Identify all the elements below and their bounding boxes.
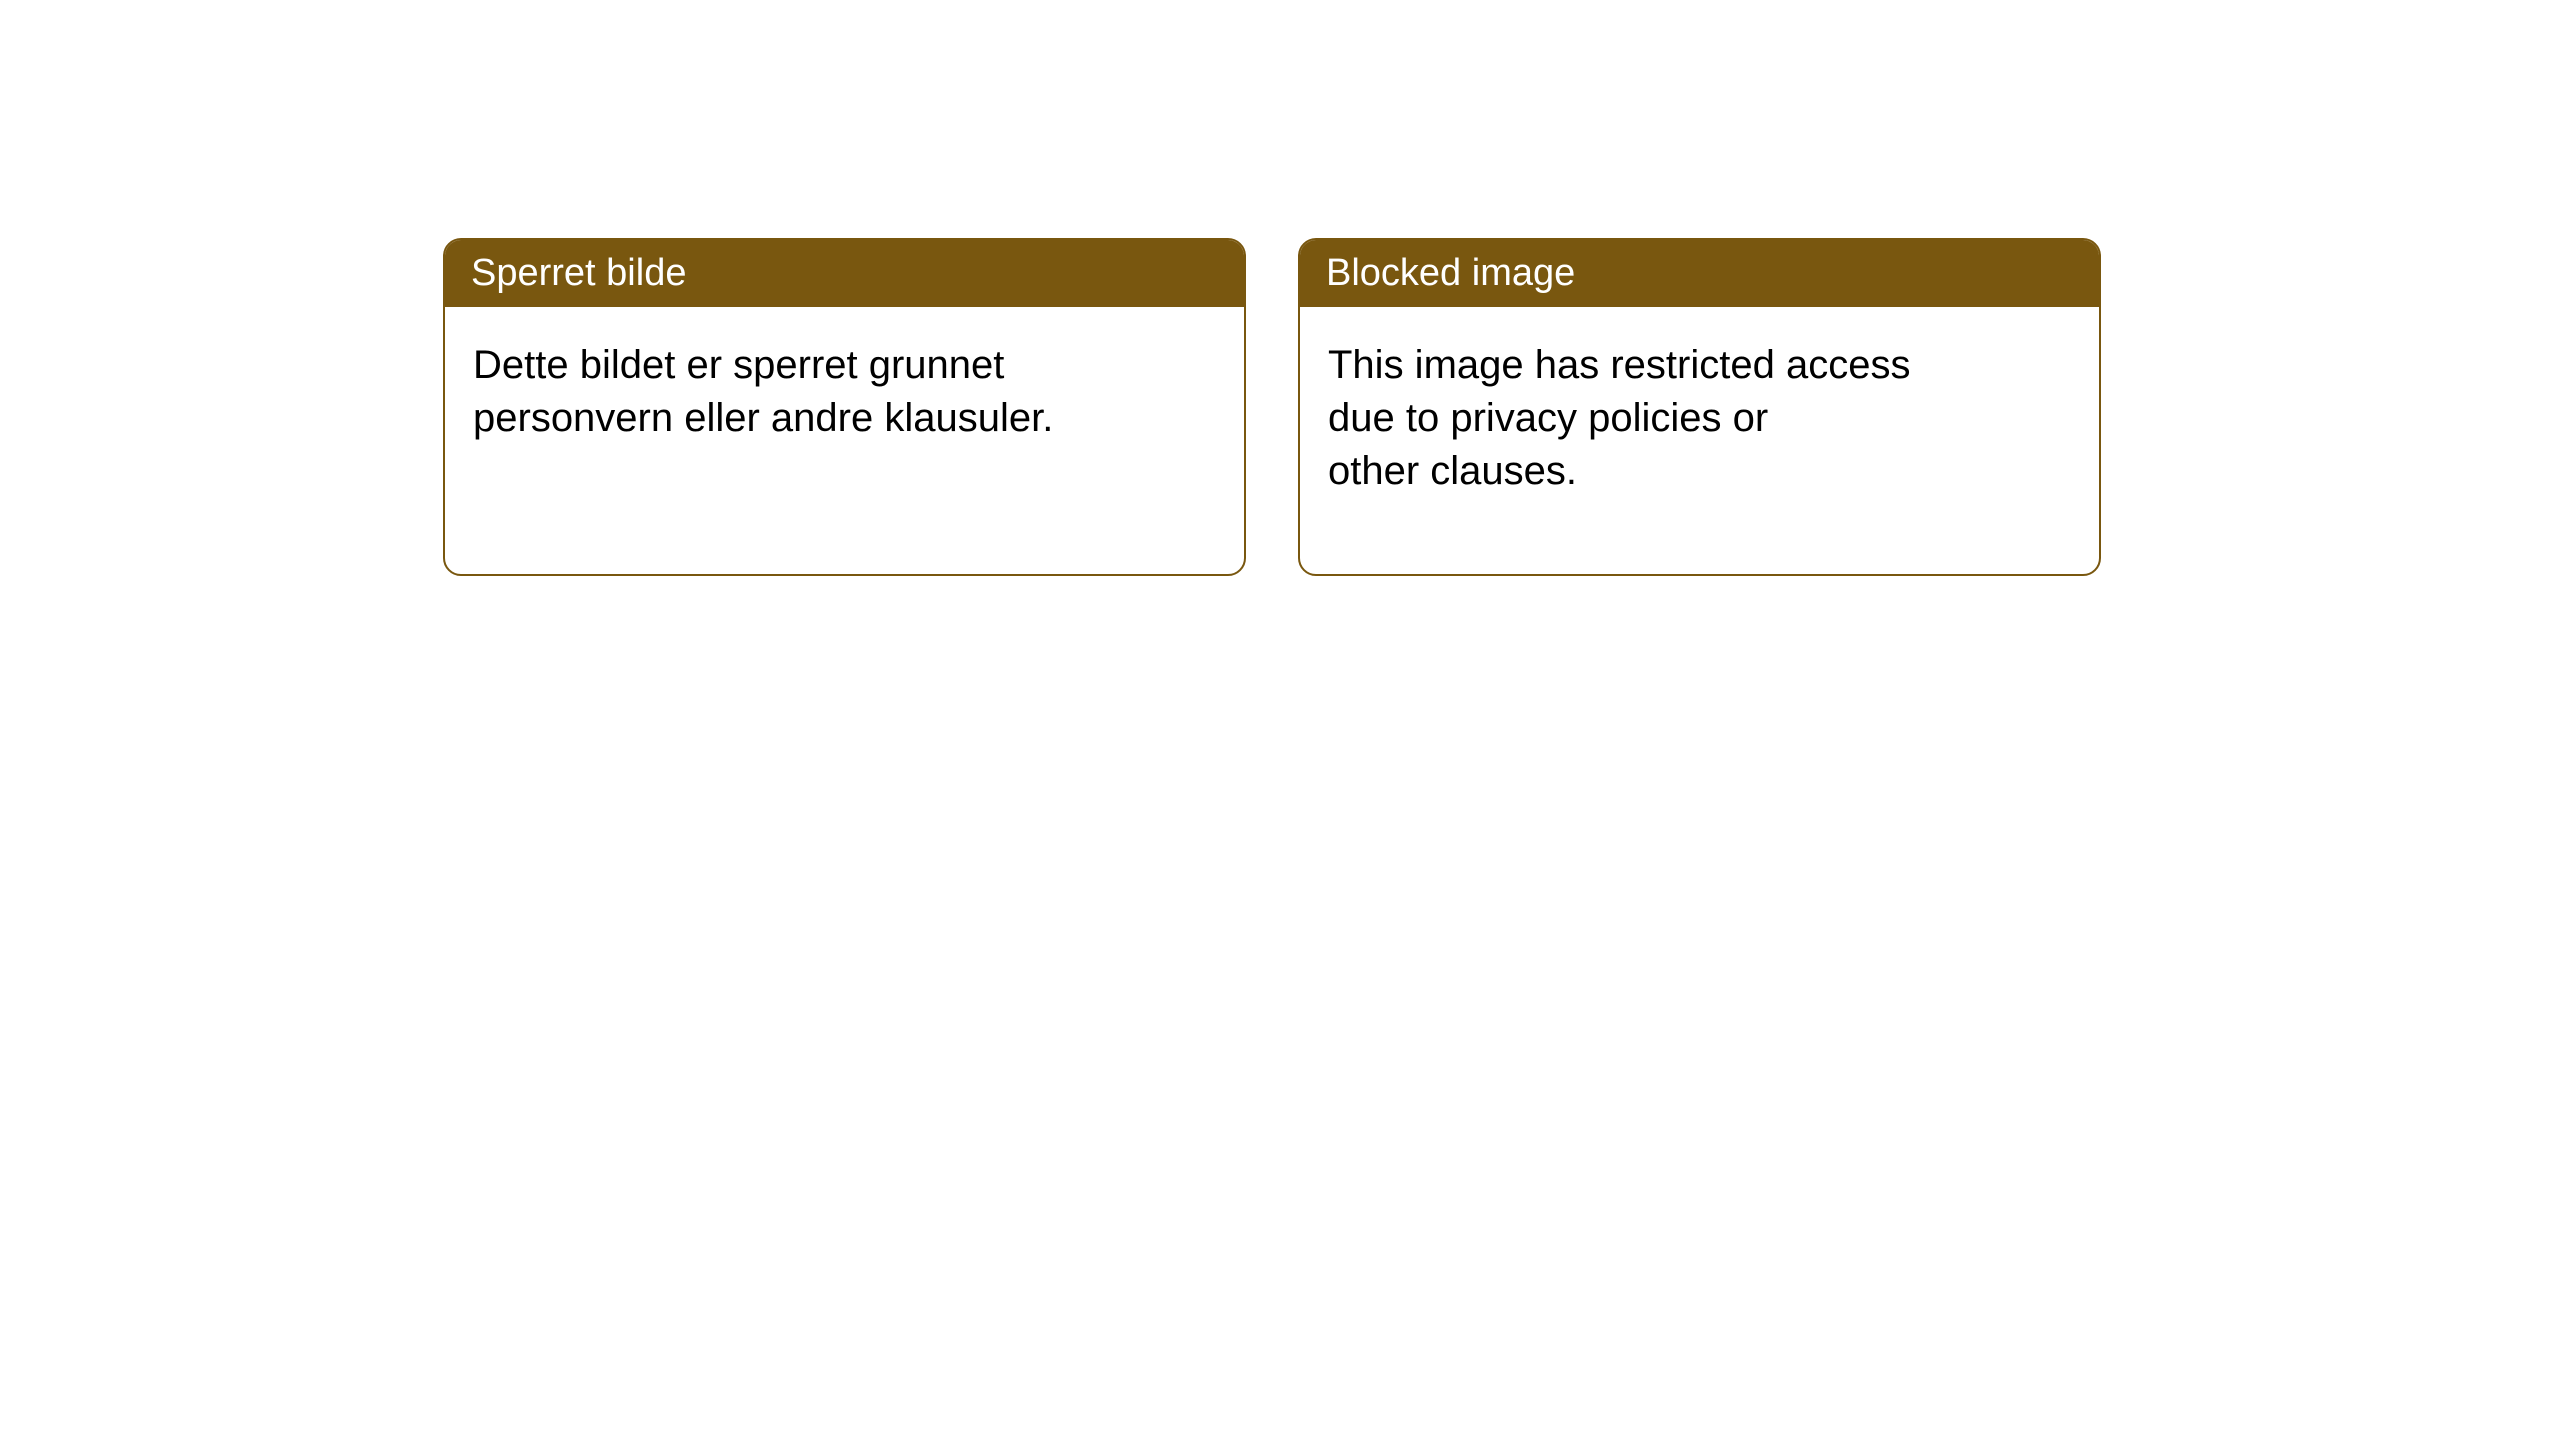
notice-header: Blocked image xyxy=(1300,240,2099,307)
notice-title: Sperret bilde xyxy=(471,252,686,294)
notice-box-english: Blocked image This image has restricted … xyxy=(1298,238,2101,576)
notice-body: This image has restricted access due to … xyxy=(1300,307,1980,531)
notice-title: Blocked image xyxy=(1326,252,1575,294)
notice-box-norwegian: Sperret bilde Dette bildet er sperret gr… xyxy=(443,238,1246,576)
notice-body: Dette bildet er sperret grunnet personve… xyxy=(445,307,1125,477)
notice-header: Sperret bilde xyxy=(445,240,1244,307)
notice-text: This image has restricted access due to … xyxy=(1328,343,1910,493)
notice-text: Dette bildet er sperret grunnet personve… xyxy=(473,343,1053,440)
notice-container: Sperret bilde Dette bildet er sperret gr… xyxy=(0,0,2560,576)
